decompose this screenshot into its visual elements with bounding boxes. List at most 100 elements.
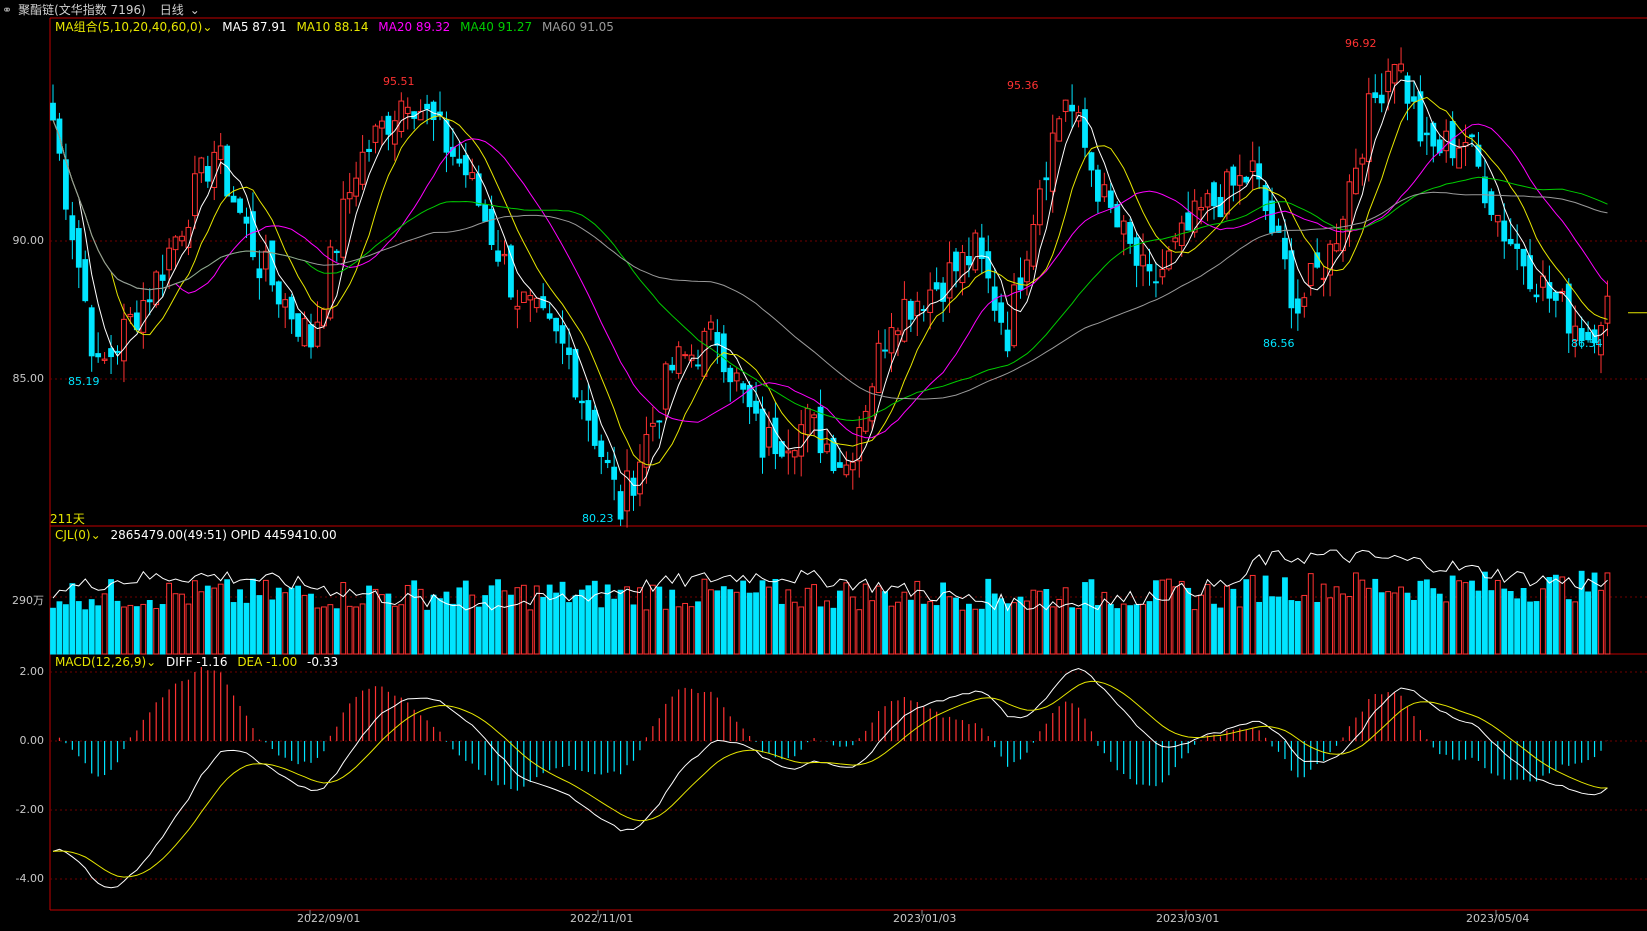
macd-legend: MACD(12,26,9)⌄ DIFF -1.16 DEA -1.00 -0.3… (55, 655, 338, 669)
high-label-1: 95.51 (383, 75, 415, 88)
volume-bar (759, 580, 766, 655)
candle-body (1088, 152, 1095, 171)
volume-bar (527, 609, 534, 655)
volume-bar (372, 588, 379, 655)
volume-bar (1217, 607, 1224, 655)
volume-bar (1346, 596, 1353, 655)
volume-bar (1365, 587, 1372, 655)
volume-label[interactable]: CJL(0) (55, 528, 91, 542)
candle-body (1520, 248, 1527, 267)
candle-body (372, 125, 379, 143)
candle-body (895, 330, 901, 336)
candle-body (269, 240, 276, 286)
candle-body (869, 386, 876, 422)
candle-body (998, 302, 1005, 323)
candle-body (759, 408, 766, 458)
volume-bar (1204, 584, 1211, 655)
candle-body (1333, 243, 1340, 252)
volume-bar (192, 580, 198, 655)
candle-body (753, 400, 759, 414)
volume-bar (1449, 575, 1456, 655)
candle-body (353, 177, 360, 197)
ma-group-label[interactable]: MA组合(5,10,20,40,60,0) (55, 20, 203, 34)
volume-bar (1340, 593, 1346, 655)
volume-bar (424, 609, 431, 655)
candle-body (495, 250, 501, 262)
candle-body (804, 408, 811, 436)
volume-bar (88, 599, 95, 655)
volume-bar (1043, 589, 1050, 655)
candle-body (204, 166, 211, 182)
chevron-down-icon[interactable]: ⌄ (202, 20, 213, 34)
volume-bar (1469, 580, 1475, 655)
candle-body (1404, 75, 1411, 104)
volume-bar (63, 604, 69, 655)
volume-bar (675, 606, 682, 655)
candle-body (1224, 171, 1230, 215)
volume-bar (940, 582, 947, 655)
volume-bar (1256, 601, 1263, 655)
candle-body (1546, 282, 1553, 299)
candle-body (585, 400, 592, 421)
volume-bar (1153, 580, 1159, 655)
volume-bar (275, 587, 282, 655)
chevron-down-icon[interactable]: ⌄ (146, 655, 157, 669)
low-label-1: 85.19 (68, 375, 100, 388)
candle-body (1282, 237, 1288, 260)
candle-body (114, 350, 121, 353)
candle-body (1036, 188, 1043, 226)
ma5-line (52, 79, 1608, 486)
candle-body (1533, 294, 1540, 298)
volume-bar (688, 606, 695, 655)
volume-bar (604, 584, 611, 655)
macd-dea-value: DEA -1.00 (237, 655, 298, 669)
candle-body (501, 253, 508, 257)
candle-body (211, 151, 218, 188)
volume-bar (327, 604, 334, 655)
macd-label[interactable]: MACD(12,26,9) (55, 655, 147, 669)
x-tick-5: 2023/05/04 (1466, 912, 1530, 925)
candle-body (95, 353, 102, 358)
candle-body (901, 298, 908, 342)
candle-body (785, 450, 792, 454)
period-selector[interactable]: 日线 ⌄ (159, 3, 200, 17)
candle-body (1578, 328, 1585, 342)
volume-bar (198, 591, 205, 655)
low-label-4: 86.54 (1571, 337, 1603, 350)
volume-bar (391, 605, 398, 655)
candle-body (75, 228, 82, 268)
volume-bar (508, 594, 514, 655)
volume-bar (398, 604, 405, 655)
volume-bar (321, 606, 327, 655)
volume-bar (1088, 579, 1095, 655)
candle-body (275, 281, 282, 305)
volume-bar (843, 582, 850, 655)
candle-body (837, 462, 843, 468)
candle-body (1398, 63, 1404, 72)
volume-bar (746, 592, 753, 655)
candle-body (546, 313, 553, 319)
candle-body (1133, 237, 1140, 266)
chevron-down-icon[interactable]: ⌄ (90, 528, 101, 542)
volume-bar (927, 601, 934, 655)
candle-body (1353, 167, 1359, 195)
volume-bar (1127, 605, 1134, 655)
volume-bar (1520, 588, 1527, 655)
volume-bar (1082, 582, 1088, 655)
candle-body (1288, 250, 1295, 309)
volume-bar (1514, 598, 1521, 655)
candle-body (1024, 259, 1030, 283)
volume-bar (1546, 577, 1553, 655)
candle-body (888, 327, 895, 354)
candle-body (1256, 163, 1263, 180)
volume-bar (643, 609, 650, 655)
volume-bar (1391, 592, 1398, 655)
candle-body (1585, 331, 1591, 341)
candle-body (301, 318, 308, 347)
volume-bar (1578, 570, 1585, 655)
candle-body (611, 466, 618, 480)
volume-bar (295, 585, 302, 655)
volume-bar (985, 578, 992, 655)
volume-bar (585, 585, 592, 655)
volume-bar (340, 582, 347, 655)
